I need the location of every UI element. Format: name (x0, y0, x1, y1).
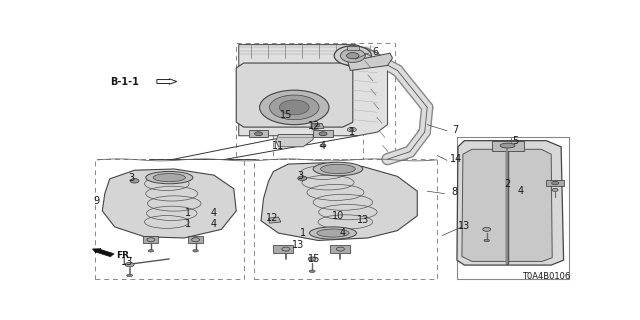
Ellipse shape (319, 132, 327, 136)
Ellipse shape (500, 143, 515, 148)
Polygon shape (239, 44, 388, 136)
Ellipse shape (321, 164, 355, 174)
Ellipse shape (309, 227, 356, 239)
Bar (253, 159, 437, 279)
Text: 13: 13 (292, 240, 305, 250)
FancyArrow shape (157, 79, 177, 84)
Text: 9: 9 (93, 196, 99, 206)
Polygon shape (348, 53, 392, 70)
Ellipse shape (146, 172, 193, 184)
Ellipse shape (313, 162, 363, 176)
Text: 6: 6 (372, 47, 379, 57)
Ellipse shape (260, 90, 329, 124)
Ellipse shape (127, 274, 132, 277)
Ellipse shape (483, 228, 491, 231)
Ellipse shape (130, 179, 139, 183)
Text: 2: 2 (504, 179, 511, 189)
Text: 14: 14 (449, 154, 462, 164)
Polygon shape (102, 169, 236, 238)
Ellipse shape (308, 257, 316, 261)
Ellipse shape (317, 229, 349, 237)
Text: 4: 4 (320, 140, 326, 151)
Text: 15: 15 (280, 110, 292, 120)
Ellipse shape (348, 127, 356, 132)
Ellipse shape (484, 239, 490, 242)
Text: FR.: FR. (116, 251, 132, 260)
Text: 1: 1 (185, 220, 191, 229)
Ellipse shape (298, 176, 307, 180)
Bar (457, 137, 568, 279)
Polygon shape (273, 245, 293, 253)
Ellipse shape (191, 238, 200, 242)
Polygon shape (143, 236, 158, 243)
Text: 7: 7 (452, 124, 458, 135)
Ellipse shape (349, 128, 354, 131)
Text: 1: 1 (349, 127, 355, 137)
Ellipse shape (280, 100, 309, 115)
Text: 1: 1 (185, 208, 191, 218)
Ellipse shape (552, 188, 558, 191)
Text: 3: 3 (297, 172, 303, 181)
Text: B-1-1: B-1-1 (110, 76, 139, 86)
Polygon shape (236, 63, 353, 127)
Text: 1: 1 (300, 228, 307, 238)
Ellipse shape (334, 46, 371, 66)
Ellipse shape (347, 52, 359, 59)
Text: 3: 3 (129, 173, 134, 183)
Text: 10: 10 (332, 211, 344, 221)
Ellipse shape (148, 250, 154, 252)
Text: 8: 8 (451, 188, 457, 197)
Ellipse shape (255, 132, 262, 136)
Text: 11: 11 (272, 140, 285, 151)
Bar (236, 43, 395, 159)
FancyArrow shape (93, 249, 114, 257)
Ellipse shape (340, 49, 365, 62)
Text: T0A4B0106: T0A4B0106 (522, 272, 570, 281)
Polygon shape (276, 134, 313, 147)
Polygon shape (188, 236, 203, 243)
Text: 13: 13 (356, 215, 369, 225)
Ellipse shape (320, 144, 326, 147)
Polygon shape (261, 163, 417, 240)
Ellipse shape (309, 270, 315, 272)
Ellipse shape (283, 105, 289, 108)
Polygon shape (547, 180, 564, 186)
Ellipse shape (282, 247, 290, 251)
Polygon shape (312, 124, 324, 130)
Text: 13: 13 (121, 257, 133, 267)
Text: 12: 12 (308, 121, 320, 131)
Ellipse shape (552, 181, 559, 185)
Polygon shape (457, 141, 564, 265)
Text: 13: 13 (458, 221, 470, 231)
Polygon shape (313, 130, 333, 137)
Text: 4: 4 (211, 208, 217, 218)
Bar (273, 105, 363, 159)
Polygon shape (347, 46, 359, 50)
Ellipse shape (269, 95, 319, 120)
Ellipse shape (193, 250, 198, 252)
Text: 4: 4 (517, 186, 524, 196)
Ellipse shape (153, 173, 186, 182)
Polygon shape (248, 130, 269, 137)
Text: 5: 5 (513, 136, 519, 146)
Ellipse shape (125, 262, 134, 267)
Text: 15: 15 (308, 254, 320, 264)
Polygon shape (269, 217, 281, 223)
Ellipse shape (337, 247, 344, 251)
Ellipse shape (284, 106, 288, 111)
Polygon shape (492, 141, 524, 150)
Text: 12: 12 (266, 213, 278, 223)
Polygon shape (330, 245, 350, 253)
Polygon shape (462, 149, 552, 261)
Bar (95, 159, 244, 279)
Ellipse shape (147, 238, 155, 242)
Ellipse shape (315, 124, 319, 127)
Text: 4: 4 (211, 220, 217, 229)
Text: 4: 4 (340, 228, 346, 238)
